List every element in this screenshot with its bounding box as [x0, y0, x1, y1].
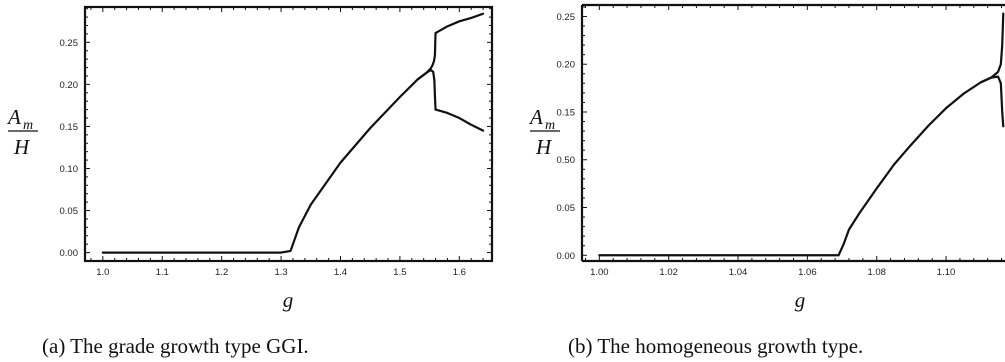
series-group-b [598, 12, 1005, 257]
x-tick-label: 1.06 [798, 267, 817, 278]
series-line-4 [416, 53, 437, 81]
y-label-sub-a: m [23, 118, 33, 133]
ticks-b: 1.00 1.02 1.04 1.06 1.08 1.10 0.00 0.05 0.50 0.15… [557, 5, 1003, 278]
y-label-den-b: H [535, 135, 553, 159]
plot-frame-a [83, 5, 494, 263]
y-tick-label: 0.20 [557, 60, 576, 71]
series-line-3 [434, 108, 485, 132]
x-tick-label: 1.10 [937, 267, 956, 278]
x-axis-label-a: g [283, 288, 294, 312]
y-tick-label: 0.15 [60, 122, 79, 133]
y-tick-label: 0.15 [557, 107, 576, 118]
caption-a: (a) The grade growth type GGI. [42, 334, 309, 358]
chart-a: 1.0 1.1 1.2 1.3 1.4 1.5 1.6 0.00 0.05 0.10 0.15 0.2… [6, 5, 494, 358]
y-tick-label: 0.05 [60, 206, 79, 217]
series-line-6 [434, 12, 485, 35]
caption-b: (b) The homogeneous growth type. [568, 334, 863, 358]
y-axis-label-b: A m H [528, 105, 560, 159]
x-tick-label: 1.1 [156, 267, 169, 278]
y-tick-label: 0.00 [60, 248, 79, 259]
y-tick-label: 0.05 [557, 203, 576, 214]
y-label-num-a: A [6, 105, 21, 129]
y-label-num-b: A [528, 105, 543, 129]
x-tick-label: 1.4 [334, 267, 347, 278]
x-tick-label: 1.0 [96, 267, 109, 278]
y-tick-label: 0.25 [60, 38, 79, 49]
y-label-sub-b: m [545, 118, 555, 133]
x-tick-label: 1.00 [590, 267, 609, 278]
y-label-den-a: H [13, 135, 31, 159]
y-tick-label: 0.25 [557, 12, 576, 23]
ticks-a: 1.0 1.1 1.2 1.3 1.4 1.5 1.6 0.00 0.05 0.10 0.15 0.2… [60, 7, 492, 278]
x-tick-label: 1.04 [729, 267, 748, 278]
series-line-2 [433, 79, 437, 111]
x-tick-label: 1.5 [393, 267, 406, 278]
y-tick-label: 0.20 [60, 80, 79, 91]
x-tick-label: 1.02 [659, 267, 678, 278]
series-line-1 [598, 75, 1005, 257]
y-tick-label: 0.50 [557, 155, 576, 166]
y-tick-label: 0.10 [60, 164, 79, 175]
y-tick-label: 0.00 [557, 251, 576, 262]
series-line-5 [433, 31, 437, 57]
x-tick-label: 1.08 [867, 267, 886, 278]
series-group-a [101, 12, 485, 254]
series-line-1 [101, 68, 436, 254]
chart-b: 1.00 1.02 1.04 1.06 1.08 1.10 0.00 0.05 0.50 0.15… [528, 3, 1005, 358]
x-axis-label-b: g [795, 288, 806, 312]
series-line-2 [979, 12, 1005, 84]
x-tick-label: 1.6 [453, 267, 466, 278]
y-axis-label-a: A m H [6, 105, 38, 159]
x-tick-label: 1.2 [215, 267, 228, 278]
x-tick-label: 1.3 [274, 267, 287, 278]
